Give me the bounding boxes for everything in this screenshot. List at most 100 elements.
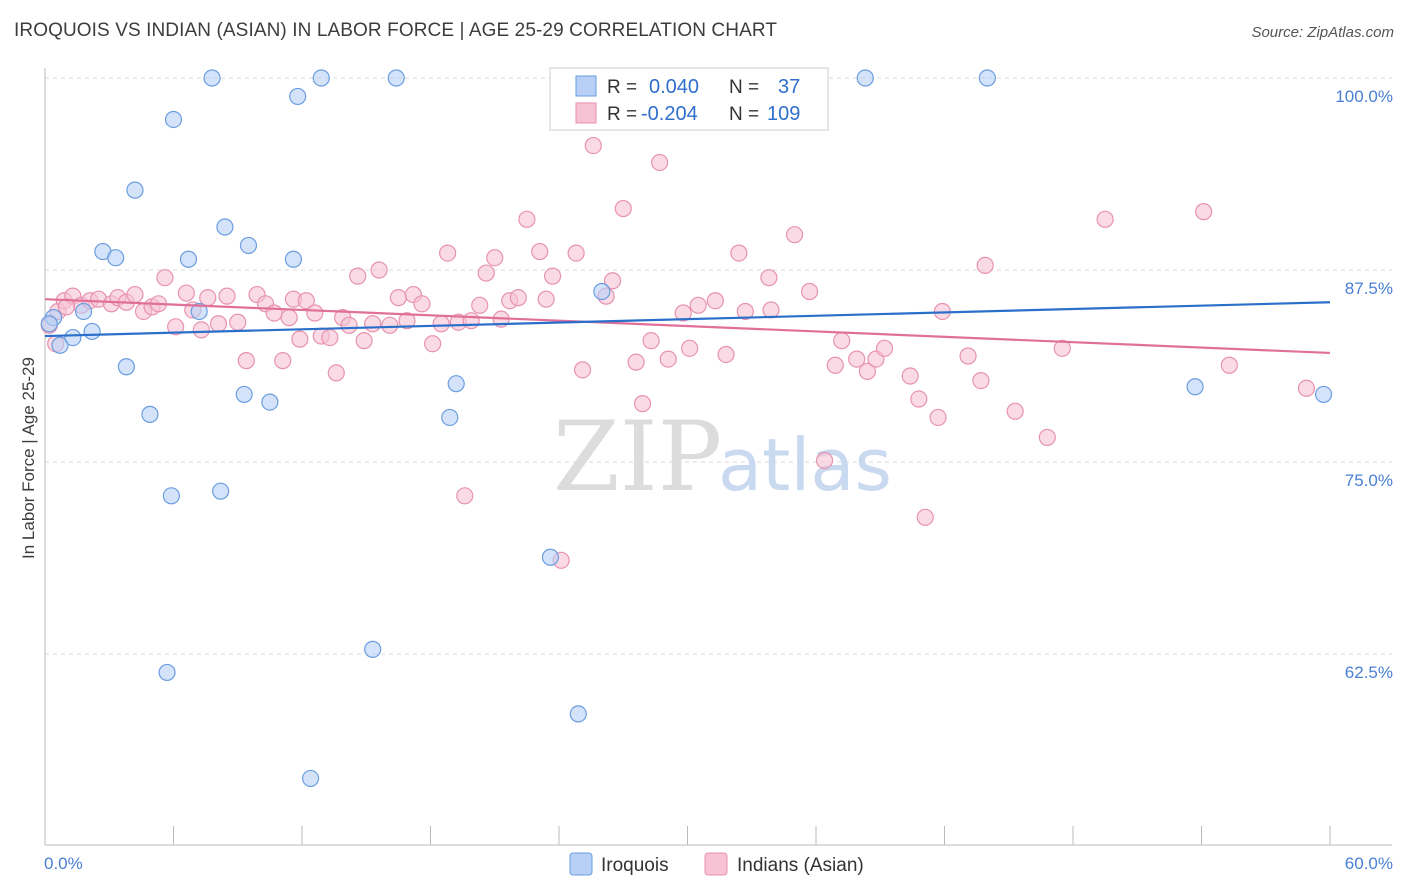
- stats-r-iroquois: 0.040: [649, 76, 699, 98]
- indian-point-60: [531, 242, 549, 261]
- indian-point-59: [518, 210, 536, 228]
- stats-n-label-iroquois: N =: [729, 77, 759, 98]
- indian-point-99: [972, 371, 990, 390]
- indian-point-46: [413, 295, 431, 313]
- indian-point-100: [976, 256, 994, 274]
- y-tick-label-1: 75.0%: [1345, 471, 1393, 490]
- iroquois-point-26: [387, 69, 405, 87]
- indian-point-107: [1297, 379, 1316, 397]
- iroquois-point-22: [289, 87, 307, 106]
- iroquois-point-15: [203, 69, 221, 87]
- indian-point-42: [381, 316, 399, 334]
- indian-point-94: [910, 390, 928, 408]
- iroquois-point-3: [74, 302, 93, 321]
- stats-n-iroquois: 37: [778, 76, 800, 98]
- indian-point-90: [858, 362, 877, 380]
- indian-point-20: [209, 315, 228, 333]
- indian-point-92: [875, 339, 894, 357]
- indian-point-53: [471, 296, 489, 314]
- indian-point-27: [274, 352, 292, 370]
- iroquois-point-31: [593, 282, 611, 301]
- indian-point-47: [424, 335, 442, 353]
- y-tick-label-2: 87.5%: [1345, 279, 1393, 298]
- indian-point-85: [800, 282, 819, 301]
- iroquois-point-10: [158, 663, 176, 682]
- indian-point-76: [681, 339, 699, 357]
- iroquois-point-28: [447, 375, 465, 393]
- iroquois-point-12: [164, 110, 183, 129]
- iroquois-point-2: [64, 328, 82, 347]
- iroquois-point-6: [107, 249, 125, 267]
- indian-point-49: [439, 244, 457, 262]
- iroquois-point-32: [856, 69, 874, 87]
- indian-point-52: [462, 312, 480, 330]
- indian-point-96: [929, 408, 947, 427]
- iroquois-point-25: [364, 640, 382, 658]
- axes: [44, 68, 1392, 846]
- indian-point-32: [306, 304, 324, 322]
- indian-point-66: [584, 136, 602, 155]
- iroquois-point-36: [40, 315, 58, 333]
- stats-r-indian: -0.204: [641, 103, 698, 125]
- indian-point-65: [573, 361, 592, 379]
- indian-point-61: [537, 290, 555, 308]
- indian-point-78: [706, 292, 724, 310]
- indian-point-30: [291, 330, 309, 348]
- gridlines: [45, 77, 1392, 655]
- indian-point-88: [833, 332, 851, 350]
- indian-point-48: [432, 315, 450, 333]
- indian-point-79: [717, 345, 735, 364]
- indian-point-40: [364, 315, 382, 333]
- legend-label-indian: Indians (Asian): [737, 855, 864, 876]
- indian-point-82: [760, 269, 778, 287]
- chart-title: IROQUOIS VS INDIAN (ASIAN) IN LABOR FORC…: [14, 20, 778, 41]
- indian-point-80: [730, 244, 748, 262]
- iroquois-point-29: [541, 548, 560, 566]
- y-tick-label-3: 100.0%: [1335, 87, 1393, 106]
- indian-point-62: [543, 267, 562, 285]
- legend-swatch-indian: [704, 852, 728, 876]
- indian-point-84: [785, 226, 804, 244]
- trendlines: [44, 298, 1331, 355]
- y-tick-labels: 62.5% 75.0% 87.5% 100.0%: [1335, 87, 1393, 682]
- stats-n-indian: 109: [767, 103, 800, 125]
- indian-point-81: [736, 302, 754, 321]
- legend-swatch-iroquois: [569, 852, 593, 876]
- stats-swatch-indian: [575, 102, 597, 124]
- indian-point-71: [633, 395, 652, 413]
- indian-point-87: [826, 356, 844, 374]
- indian-point-31: [297, 292, 315, 310]
- indian-point-54: [477, 264, 495, 282]
- iroquois-point-20: [261, 393, 279, 411]
- legend: Iroquois Indians (Asian): [569, 852, 864, 876]
- indian-point-58: [509, 289, 527, 307]
- iroquois-point-11: [162, 487, 180, 505]
- indian-point-26: [265, 304, 283, 322]
- iroquois-point-17: [216, 218, 234, 236]
- indian-point-39: [355, 332, 373, 350]
- indian-point-15: [167, 318, 185, 336]
- indian-point-43: [389, 289, 407, 307]
- indian-point-16: [177, 284, 195, 302]
- indian-point-41: [370, 261, 388, 279]
- indian-point-10: [126, 285, 144, 304]
- indian-point-18: [192, 321, 210, 339]
- iroquois-point-34: [1186, 378, 1204, 396]
- iroquois-point-8: [126, 181, 144, 199]
- indian-point-44: [398, 312, 416, 330]
- indian-point-51: [456, 487, 474, 505]
- indian-point-75: [674, 304, 692, 322]
- iroquois-point-33: [978, 69, 996, 87]
- indian-point-38: [349, 267, 367, 285]
- iroquois-point-1: [51, 336, 69, 354]
- indian-point-109: [57, 298, 76, 316]
- legend-label-iroquois: Iroquois: [601, 855, 669, 876]
- indian-point-21: [218, 287, 236, 305]
- indian-point-93: [901, 367, 919, 385]
- indian-point-55: [486, 249, 504, 267]
- watermark-atlas: atlas: [718, 423, 892, 507]
- stats-n-label-indian: N =: [729, 104, 759, 125]
- indian-point-95: [916, 508, 934, 526]
- iroquois-point-27: [441, 408, 459, 427]
